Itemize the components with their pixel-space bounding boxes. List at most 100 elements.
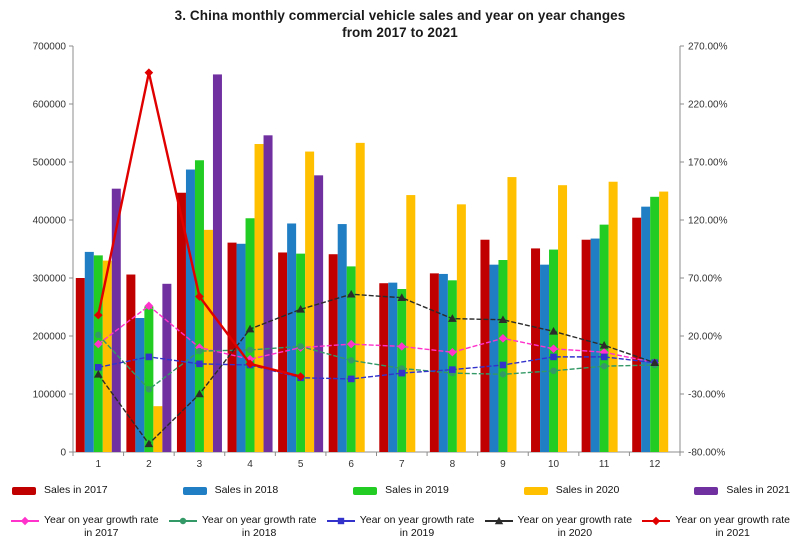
legend-label: Sales in 2018 bbox=[214, 484, 279, 496]
legend-item-growth-rate-in-2019: Year on year growth rate in 2019 bbox=[326, 514, 475, 540]
bar-sales-in-2020-month-3 bbox=[203, 229, 213, 452]
growth-line-2019 bbox=[98, 356, 655, 380]
growth-line-2017 bbox=[97, 304, 655, 364]
diamond-marker bbox=[93, 339, 103, 349]
circle-marker bbox=[246, 346, 254, 354]
legend-item-growth-rate-in-2018: Year on year growth rate in 2018 bbox=[168, 514, 316, 540]
bar-sales-in-2018-month-2 bbox=[135, 318, 145, 452]
square-marker bbox=[145, 353, 153, 361]
circle-marker bbox=[499, 371, 507, 378]
bar-sales-in-2021-month-2 bbox=[162, 283, 172, 452]
x-axis-category-label: 11 bbox=[599, 459, 610, 470]
legend-item-sales-in-2019: Sales in 2019 bbox=[351, 484, 449, 497]
x-axis-category-label: 3 bbox=[197, 459, 203, 470]
legend-item-growth-rate-in-2020: Year on year growth rate in 2020 bbox=[484, 514, 633, 540]
bar-sales-in-2019-month-9 bbox=[498, 260, 508, 452]
diamond-marker bbox=[20, 516, 30, 526]
left-axis-tick-label: 500000 bbox=[33, 158, 67, 169]
legend-label-line1: Year on year growth rate bbox=[517, 514, 633, 526]
circle-marker bbox=[179, 517, 187, 525]
bar-sales-in-2019-month-2 bbox=[144, 306, 154, 452]
legend-color-swatch bbox=[353, 487, 378, 495]
bar-sales-in-2021-month-4 bbox=[263, 135, 273, 452]
bar-sales-in-2020-month-4 bbox=[254, 144, 264, 452]
diamond-marker bbox=[195, 292, 204, 301]
right-axis-tick-label: 270.00% bbox=[688, 42, 728, 53]
triangle-marker bbox=[494, 516, 503, 525]
bar-sales-in-2020-month-1 bbox=[102, 260, 112, 452]
bar-sales-in-2018-month-12 bbox=[641, 206, 651, 452]
triangle-marker bbox=[346, 289, 356, 298]
x-axis-category-label: 9 bbox=[500, 459, 506, 470]
chart-title-line1: 3. China monthly commercial vehicle sale… bbox=[174, 8, 626, 23]
bar-sales-in-2019-month-5 bbox=[296, 253, 306, 452]
square-marker bbox=[347, 375, 355, 383]
left-axis-tick-label: 200000 bbox=[33, 332, 67, 343]
right-axis-tick-label: -30.00% bbox=[688, 390, 725, 401]
bar-sales-in-2017-month-3 bbox=[176, 192, 186, 453]
bar-sales-in-2019-month-1 bbox=[93, 255, 103, 452]
left-axis-tick-label: 300000 bbox=[33, 274, 67, 285]
left-axis-tick-label: 0 bbox=[60, 448, 66, 459]
bar-sales-in-2018-month-3 bbox=[185, 169, 195, 453]
diamond-marker bbox=[144, 68, 154, 77]
growth-line-2018 bbox=[97, 334, 655, 391]
chart-title: 3. China monthly commercial vehicle sale… bbox=[0, 8, 800, 42]
legend-label-line1: Year on year growth rate bbox=[675, 514, 790, 526]
triangle-marker bbox=[549, 327, 558, 335]
x-axis-category-label: 12 bbox=[649, 459, 661, 470]
legend-item-growth-rate-in-2017: Year on year growth rate in 2017 bbox=[10, 514, 159, 540]
diamond-marker bbox=[346, 339, 356, 349]
right-axis-tick-label: 120.00% bbox=[688, 216, 728, 227]
circle-marker bbox=[348, 357, 355, 364]
bar-sales-in-2017-month-10 bbox=[531, 248, 541, 452]
legend-label-line2: in 2020 bbox=[557, 527, 593, 540]
diamond-marker bbox=[498, 334, 508, 343]
bar-sales-in-2019-month-4 bbox=[245, 218, 255, 452]
legend-color-swatch bbox=[523, 487, 548, 495]
x-axis-category-label: 2 bbox=[146, 459, 152, 470]
triangle-marker bbox=[448, 314, 457, 322]
right-axis-tick-label: 20.00% bbox=[688, 332, 722, 343]
x-axis-category-label: 4 bbox=[247, 459, 253, 470]
triangle-marker bbox=[498, 315, 508, 324]
bar-sales-in-2020-month-5 bbox=[305, 151, 315, 452]
legend-label-line1: Year on year growth rate bbox=[44, 514, 159, 526]
legend-label: Sales in 2017 bbox=[44, 484, 108, 496]
diamond-marker bbox=[397, 342, 407, 351]
legend-item-sales-in-2018: Sales in 2018 bbox=[181, 484, 279, 497]
bar-sales-in-2017-month-1 bbox=[75, 278, 85, 452]
diamond-marker bbox=[245, 359, 255, 369]
diamond-marker bbox=[448, 347, 457, 357]
bar-sales-in-2017-month-6 bbox=[328, 254, 338, 452]
x-axis-category-label: 7 bbox=[399, 459, 405, 470]
legend-line-icon bbox=[326, 517, 355, 525]
circle-marker bbox=[95, 331, 102, 339]
legend-label: Sales in 2019 bbox=[385, 484, 449, 496]
square-marker bbox=[600, 353, 608, 361]
x-axis-category-label: 8 bbox=[450, 459, 456, 470]
diamond-marker bbox=[599, 347, 609, 357]
x-axis-category-label: 6 bbox=[348, 459, 354, 470]
circle-marker bbox=[145, 386, 153, 393]
x-axis-category-label: 1 bbox=[96, 459, 102, 470]
bar-sales-in-2018-month-6 bbox=[337, 224, 347, 452]
bar-sales-in-2019-month-3 bbox=[194, 160, 204, 452]
legend-color-swatch bbox=[12, 487, 36, 495]
triangle-marker bbox=[650, 358, 660, 366]
bar-sales-in-2018-month-9 bbox=[489, 264, 499, 452]
bar-sales-in-2018-month-1 bbox=[84, 251, 94, 452]
legend-label: Year on year growth rate in 2019 bbox=[360, 514, 475, 540]
left-axis-tick-label: 700000 bbox=[33, 42, 67, 53]
legend-label: Sales in 2020 bbox=[555, 484, 620, 496]
bar-sales-in-2019-month-11 bbox=[599, 224, 609, 452]
bar-sales-in-2021-month-1 bbox=[111, 188, 121, 452]
square-marker bbox=[337, 517, 344, 525]
bar-sales-in-2020-month-9 bbox=[507, 177, 517, 452]
bar-sales-in-2017-month-12 bbox=[632, 217, 642, 452]
circle-marker bbox=[600, 362, 608, 370]
square-marker bbox=[550, 353, 557, 361]
combo-chart-canvas: 0 100000 200000 300000 400000 500000 600000 700… bbox=[33, 42, 728, 471]
bar-sales-in-2018-month-5 bbox=[287, 223, 297, 452]
right-axis-tick-label: -80.00% bbox=[688, 448, 725, 459]
